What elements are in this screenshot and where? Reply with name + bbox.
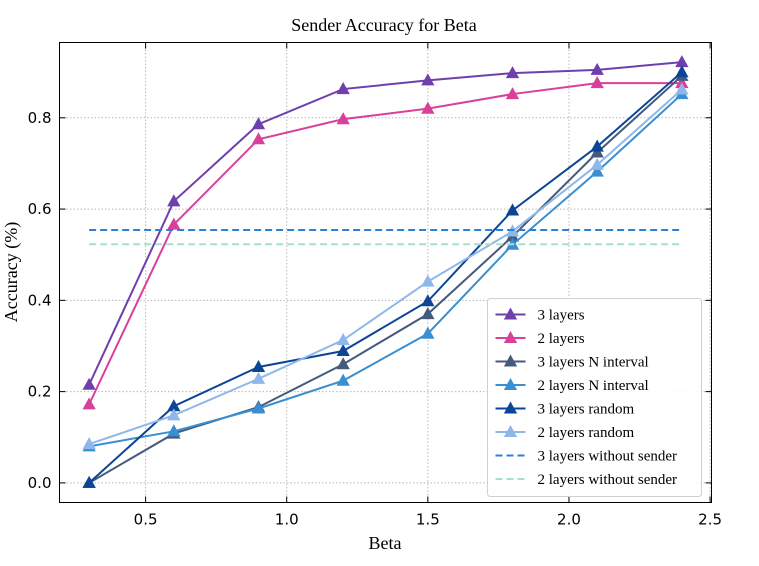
data-point [251,132,266,145]
data-point [167,217,181,230]
data-point [421,307,435,320]
series-line [88,82,682,405]
chart-title: Sender Accuracy for Beta [291,15,476,35]
data-point [505,66,520,79]
legend-label: 2 layers without sender [538,472,678,488]
data-point [421,294,435,307]
y-tick-label: 0.4 [28,291,52,309]
data-point [675,55,689,68]
x-tick-label: 2.0 [557,511,581,529]
legend-item: 3 layers without sender [495,449,678,465]
legend-box [487,298,702,497]
legend-item: 3 layers random [495,401,635,418]
data-point [421,274,435,287]
legend-item: 2 layers without sender [495,472,678,488]
legend-marker [503,331,518,344]
data-point [167,194,181,207]
axis-ticks: 0.5 1.0 1.5 2.0 2.5 0.0 0.2 0.4 0.6 0.8 [28,42,722,529]
data-point [336,112,350,125]
data-point [167,399,181,412]
data-point [336,82,350,95]
y-tick-label: 0.0 [28,474,52,492]
data-point [675,82,689,95]
series-line [88,88,683,446]
data-point [336,373,350,386]
legend-marker [503,307,518,320]
data-point [251,371,266,384]
series-line [88,75,683,484]
x-tick-label: 0.5 [134,511,158,529]
data-point [251,117,266,130]
legend-marker [503,401,518,414]
legend-label: 3 layers without sender [538,449,678,465]
data-point [590,139,604,152]
legend-marker [503,354,518,367]
legend-item: 2 layers [495,331,585,347]
x-axis-label: Beta [369,533,402,553]
legend-label: 2 layers [538,331,585,347]
data-point [251,359,266,373]
legend-item: 3 layers N interval [495,354,649,371]
y-axis-label: Accuracy (%) [1,222,22,322]
series-layer [82,55,689,488]
series-1 [82,55,689,390]
y-tick-label: 0.2 [28,383,52,401]
legend-item: 3 layers [495,307,585,324]
data-point [421,101,435,114]
data-point [421,326,435,339]
data-point [336,357,350,370]
data-point [336,333,350,346]
legend-label: 2 layers N interval [538,378,649,394]
data-point [590,157,604,170]
data-point [82,397,96,410]
series-2 [82,76,689,410]
data-point [167,424,181,437]
legend-item: 2 layers N interval [495,378,649,394]
legend-label: 3 layers N interval [538,355,649,371]
y-tick-label: 0.8 [28,109,52,127]
data-point [505,87,520,100]
series-line [88,71,683,484]
legend-marker [503,378,518,391]
data-point [82,437,96,450]
data-point [167,408,181,421]
data-point [675,76,689,89]
data-point [590,164,604,177]
data-point [675,65,689,78]
data-point [251,401,266,414]
data-point [590,76,604,89]
x-tick-label: 1.5 [416,511,440,529]
legend-label: 2 layers random [538,425,635,441]
legend-marker [503,425,518,438]
data-point [336,343,350,357]
series-5 [82,65,689,488]
legend-label: 3 layers random [538,402,635,418]
plot-frame [59,42,712,503]
series-line [88,61,682,386]
series-line [88,93,683,448]
data-point [82,475,96,488]
x-tick-label: 2.5 [698,511,722,529]
data-point [590,62,604,75]
legend-item: 2 layers random [495,425,635,441]
legend: 3 layers 2 layers 3 layers N interval 2 lay… [487,298,702,497]
data-point [82,377,96,390]
x-tick-label: 1.0 [275,511,299,529]
y-tick-label: 0.6 [28,200,52,218]
data-point [421,73,435,86]
legend-label: 3 layers [538,308,585,324]
data-point [505,203,520,216]
